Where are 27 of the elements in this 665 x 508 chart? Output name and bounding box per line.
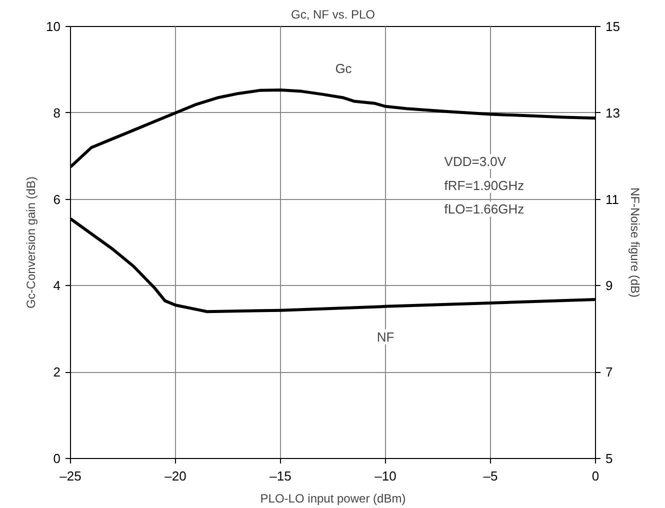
y-tick-label: 10 xyxy=(46,19,61,34)
y-tick-label: 2 xyxy=(53,364,61,380)
x-tick-label: –5 xyxy=(483,468,498,484)
annotation: VDD=3.0V xyxy=(444,154,506,170)
y-tick-label: 6 xyxy=(53,192,61,207)
y-tick-label: 0 xyxy=(53,451,61,466)
x-tick-label: 0 xyxy=(592,468,600,484)
series-label: NF xyxy=(376,329,394,344)
y-axis-title: Gc-Conversion gain (dB) xyxy=(24,176,38,309)
x-tick-label: –10 xyxy=(374,468,396,484)
y2-tick-label: 9 xyxy=(606,278,613,294)
y2-tick-label: 7 xyxy=(606,364,613,380)
annotation: fRF=1.90GHz xyxy=(444,178,524,193)
series-label: Gc xyxy=(335,60,352,76)
x-tick-label: –15 xyxy=(270,468,292,484)
chart-title: Gc, NF vs. PLO xyxy=(290,8,376,22)
x-axis-title: PLO-LO input power (dBm) xyxy=(260,492,406,506)
y2-tick-label: 5 xyxy=(606,451,613,466)
y-tick-label: 8 xyxy=(53,105,61,120)
y2-tick-label: 13 xyxy=(606,105,620,120)
y2-axis-title: NF-Noise figure (dB) xyxy=(628,187,642,298)
y2-tick-label: 11 xyxy=(606,192,619,207)
x-tick-label: –25 xyxy=(60,468,82,484)
y2-tick-label: 15 xyxy=(606,19,620,34)
x-tick-label: –20 xyxy=(164,468,186,484)
y-tick-label: 4 xyxy=(53,278,61,294)
annotation: fLO=1.66GHz xyxy=(444,202,524,217)
